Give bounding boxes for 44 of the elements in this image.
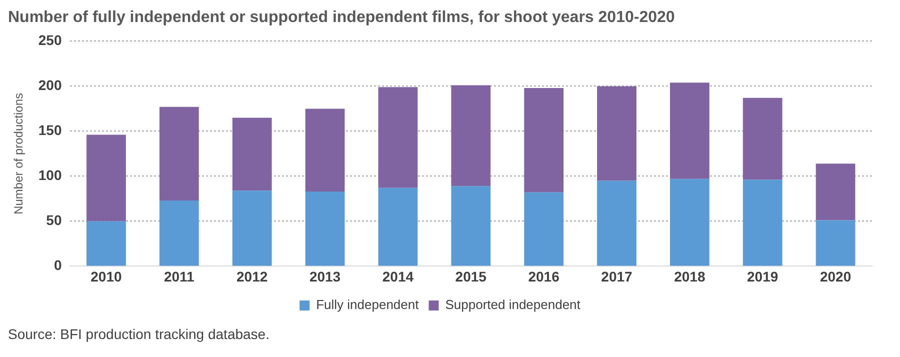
x-tick-label: 2011 bbox=[164, 268, 195, 284]
bar bbox=[159, 106, 199, 200]
bar bbox=[524, 88, 564, 192]
source-note: Source: BFI production tracking database. bbox=[8, 326, 270, 342]
bar bbox=[670, 178, 710, 266]
bar bbox=[816, 164, 856, 220]
x-tick-label: 2019 bbox=[747, 268, 778, 284]
x-tick-label: 2015 bbox=[455, 268, 487, 284]
bar bbox=[159, 200, 199, 266]
y-tick-label: 100 bbox=[38, 167, 62, 184]
bar bbox=[86, 221, 126, 266]
y-tick-label: 250 bbox=[38, 32, 62, 48]
x-tick-label: 2020 bbox=[820, 268, 852, 284]
y-tick-label: 0 bbox=[54, 257, 62, 274]
x-tick-label: 2014 bbox=[382, 268, 414, 284]
bar bbox=[451, 85, 491, 186]
y-axis-title: Number of productions bbox=[12, 92, 26, 214]
y-tick-label: 150 bbox=[38, 122, 62, 138]
x-tick-label: 2012 bbox=[236, 268, 268, 284]
x-tick-label: 2016 bbox=[528, 268, 560, 284]
bar bbox=[670, 82, 710, 179]
bar bbox=[597, 86, 636, 181]
x-tick-label: 2010 bbox=[90, 268, 122, 284]
x-tick-label: 2018 bbox=[674, 268, 706, 284]
bar bbox=[378, 188, 418, 266]
bar bbox=[742, 180, 782, 266]
bar bbox=[742, 98, 782, 180]
legend-label: Fully independent bbox=[316, 297, 420, 312]
bar bbox=[451, 186, 491, 266]
y-tick-label: 200 bbox=[38, 77, 62, 94]
bar bbox=[232, 118, 272, 191]
chart-title: Number of fully independent or supported independent films, for shoot years 2010-2020 bbox=[8, 9, 675, 26]
x-tick-label: 2013 bbox=[309, 268, 341, 284]
bar bbox=[597, 180, 636, 266]
bar bbox=[816, 220, 856, 266]
bar bbox=[305, 108, 345, 192]
bar bbox=[305, 192, 345, 266]
bar bbox=[86, 134, 126, 222]
y-tick-label: 50 bbox=[46, 212, 62, 228]
bar bbox=[232, 190, 272, 266]
legend-label: Supported independent bbox=[445, 297, 581, 312]
bar bbox=[524, 192, 564, 266]
x-tick-label: 2017 bbox=[601, 268, 633, 284]
bar bbox=[378, 87, 418, 188]
